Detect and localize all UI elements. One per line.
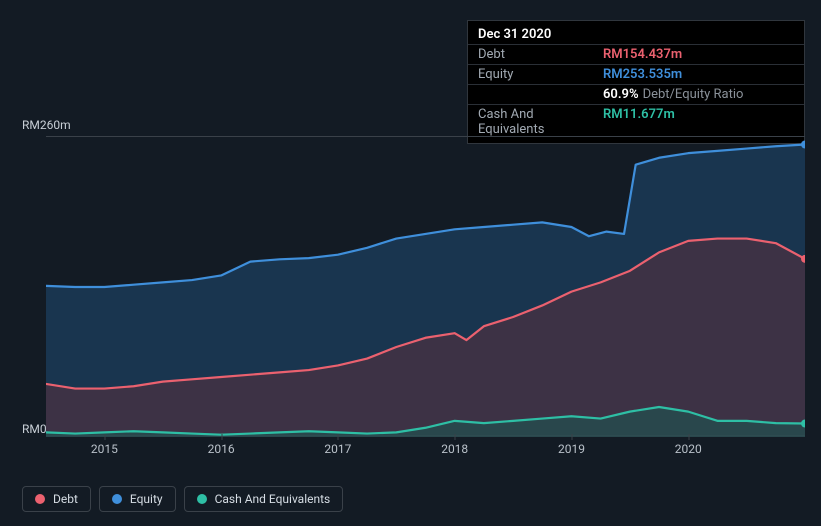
tooltip-row-label: Equity [478, 67, 603, 82]
y-axis-min-label: RM0 [22, 422, 47, 436]
legend-item[interactable]: Debt [22, 486, 91, 512]
tooltip-row: DebtRM154.437m [468, 45, 804, 65]
legend-item[interactable]: Cash And Equivalents [184, 486, 344, 512]
legend-dot-icon [35, 494, 45, 504]
tooltip-row: 60.9% Debt/Equity Ratio [468, 85, 804, 105]
chart-widget: Dec 31 2020 DebtRM154.437mEquityRM253.53… [0, 0, 821, 526]
plot-area[interactable] [46, 136, 805, 436]
x-axis-tick: 2016 [208, 442, 235, 456]
x-axis-tick: 2017 [324, 442, 351, 456]
x-axis-tick: 2015 [91, 442, 118, 456]
tooltip-row-value: RM253.535m [603, 67, 682, 82]
legend-label: Equity [130, 492, 163, 506]
tooltip-date-row: Dec 31 2020 [468, 25, 804, 45]
tooltip-row-label [478, 87, 603, 102]
tooltip-row-label: Debt [478, 47, 603, 62]
legend-label: Debt [53, 492, 78, 506]
legend-label: Cash And Equivalents [215, 492, 331, 506]
legend-item[interactable]: Equity [99, 486, 176, 512]
y-axis-max-label: RM260m [22, 118, 71, 132]
tooltip-row: EquityRM253.535m [468, 65, 804, 85]
legend-dot-icon [112, 494, 122, 504]
area-chart-svg [46, 137, 805, 437]
legend-dot-icon [197, 494, 207, 504]
chart-container: RM260m RM0 2015 2016 2017 2018 2019 2020 [16, 120, 805, 465]
x-axis-tick: 2018 [441, 442, 468, 456]
x-axis-tick: 2019 [558, 442, 585, 456]
tooltip-row-suffix: Debt/Equity Ratio [643, 87, 744, 102]
legend: Debt Equity Cash And Equivalents [22, 486, 343, 512]
tooltip-row-value: RM154.437m [603, 47, 682, 62]
x-axis-tick: 2020 [675, 442, 702, 456]
tooltip-date: Dec 31 2020 [478, 27, 551, 42]
tooltip-row-value: 60.9% [603, 87, 639, 102]
